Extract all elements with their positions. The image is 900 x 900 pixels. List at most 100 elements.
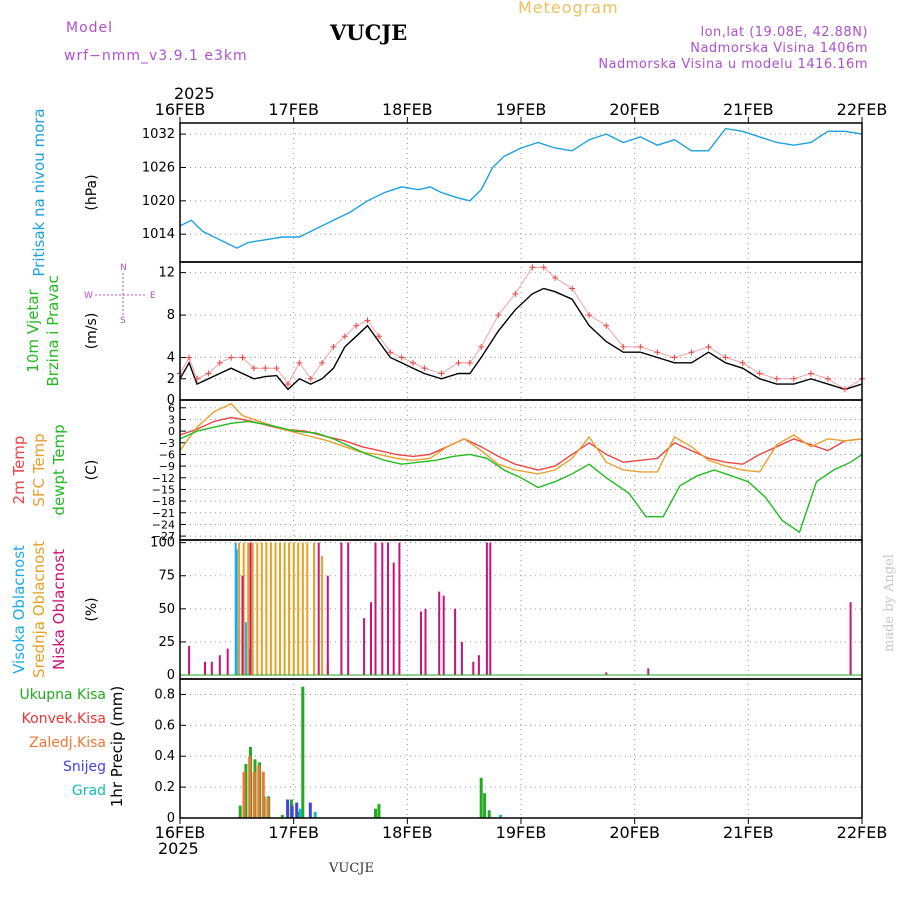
y-tick-label: −9 — [159, 460, 175, 473]
series-line — [179, 266, 863, 390]
y-tick-label: 0 — [167, 668, 175, 683]
location-coordinates: lon,lat (19.08E, 42.88N) — [700, 25, 868, 40]
bar — [188, 645, 191, 675]
y-tick-label: 0 — [167, 811, 175, 826]
time-label-bottom: 19FEB — [496, 823, 547, 842]
bar — [326, 575, 329, 675]
unit-label: (C) — [84, 460, 100, 481]
panel-title: Pritisak na nivou mora — [30, 108, 48, 276]
author-credit: made by Angel — [882, 554, 897, 652]
bar — [265, 542, 268, 675]
y-tick-label: −3 — [159, 437, 175, 450]
year-label-top: 2025 — [174, 84, 215, 103]
wind-compass: N W E S — [84, 263, 156, 326]
bar — [347, 542, 350, 675]
bar — [235, 549, 238, 676]
bar — [317, 542, 320, 675]
bar — [286, 799, 290, 818]
bar — [261, 771, 265, 818]
bar — [269, 542, 272, 675]
model-label: Model — [66, 20, 114, 36]
bar — [252, 771, 256, 818]
time-label-top: 18FEB — [382, 100, 433, 119]
compass-east: E — [150, 291, 156, 301]
series-line — [179, 420, 863, 534]
station-elevation: Nadmorska Visina 1406m — [690, 41, 868, 56]
y-tick-label: 3 — [168, 413, 175, 426]
y-tick-label: −18 — [152, 495, 175, 508]
y-tick-label: 0 — [168, 425, 175, 438]
time-label-top: 16FEB — [155, 100, 206, 119]
bar — [381, 542, 384, 675]
bar — [370, 602, 372, 675]
y-tick-label: 1026 — [142, 160, 175, 175]
unit-label: (m/s) — [84, 313, 100, 350]
legend-entry: Snijeg — [63, 759, 106, 775]
bar — [218, 655, 221, 676]
bar — [292, 542, 295, 675]
model-elevation: Nadmorska Visina u modelu 1416.16m — [598, 57, 868, 72]
bar — [290, 805, 294, 818]
bar — [420, 611, 422, 675]
y-tick-label: −6 — [159, 448, 175, 461]
footer-station: VUCJE — [329, 861, 374, 876]
time-label-bottom: 22FEB — [837, 823, 888, 842]
series-line — [179, 403, 863, 475]
bar — [244, 763, 248, 818]
bar — [297, 542, 300, 675]
y-tick-label: 12 — [158, 266, 175, 281]
compass-south: S — [120, 316, 126, 326]
y-tick-label: 6 — [168, 402, 175, 415]
y-tick-label: 0.4 — [154, 749, 175, 764]
bar — [301, 542, 304, 675]
bar — [260, 542, 263, 675]
bar — [234, 542, 237, 675]
bar — [204, 661, 206, 675]
bar — [483, 793, 487, 818]
year-label-bottom: 2025 — [158, 839, 199, 858]
y-tick-label: 4 — [167, 351, 175, 366]
legend-entry: Ukupna Kisa — [19, 687, 106, 703]
bar — [242, 542, 245, 675]
bar — [249, 542, 252, 675]
bar — [460, 641, 463, 675]
y-tick-label: 25 — [158, 635, 175, 650]
time-label-top: 22FEB — [837, 100, 888, 119]
bar — [306, 542, 309, 675]
bar — [248, 756, 252, 818]
bar — [387, 542, 389, 675]
panel-clouds: 0 25 50 75 100 (%) Visoka Oblacnost Srednja Obl… — [10, 536, 863, 683]
bar — [226, 648, 229, 676]
bar — [283, 542, 286, 675]
model-name: wrf−nmm_v3.9.1 e3km — [64, 48, 248, 64]
panel-title: SFC Temp — [30, 433, 48, 506]
y-tick-label: 0.6 — [154, 718, 175, 733]
bar — [238, 805, 242, 818]
unit-label: (%) — [84, 597, 100, 621]
bar — [288, 542, 291, 675]
bar — [241, 575, 244, 675]
time-label-top: 20FEB — [609, 100, 660, 119]
panel-title: Niska Oblacnost — [50, 549, 68, 670]
bar — [244, 622, 247, 676]
y-tick-label: 1020 — [142, 194, 175, 209]
unit-label: (hPa) — [84, 174, 100, 210]
y-tick-label: −12 — [152, 472, 175, 485]
y-tick-label: 100 — [150, 536, 175, 551]
bar — [377, 804, 381, 818]
compass-west: W — [84, 291, 93, 301]
time-label-bottom: 16FEB — [155, 823, 206, 842]
bar — [256, 542, 259, 675]
station-title: VUCJE — [330, 20, 408, 45]
bar — [313, 811, 317, 818]
y-tick-label: 0 — [167, 393, 175, 408]
panel-title: Srednja Oblacnost — [30, 541, 48, 678]
bar — [499, 814, 502, 818]
bar — [308, 802, 312, 818]
bar — [301, 686, 305, 818]
bar — [248, 648, 251, 676]
bar — [374, 542, 377, 675]
bar — [454, 608, 457, 675]
bar — [398, 542, 401, 675]
